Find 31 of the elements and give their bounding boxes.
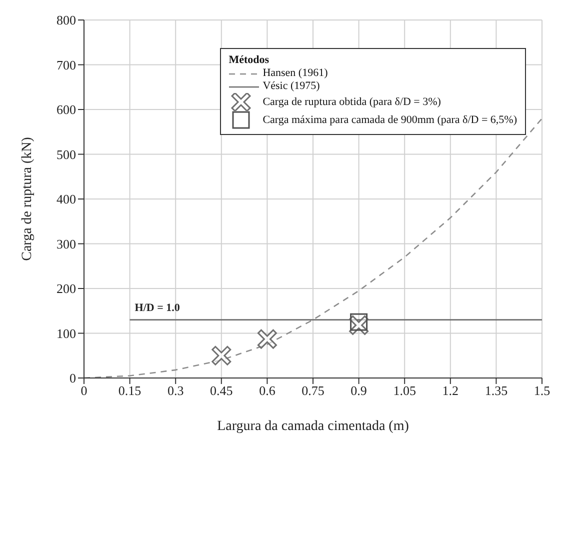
x-tick-label: 0.75 bbox=[302, 383, 324, 398]
point bbox=[350, 313, 368, 331]
x-tick-label: 1.35 bbox=[484, 383, 508, 398]
x-tick-label: 0.9 bbox=[350, 383, 367, 398]
x-tick-label: 1.5 bbox=[534, 383, 550, 398]
annotation: H/D = 1.0 bbox=[134, 302, 180, 314]
y-tick-label: 800 bbox=[56, 12, 76, 28]
x-axis-title: Largura da camada cimentada (m) bbox=[217, 418, 410, 434]
x-tick-label: 0.3 bbox=[167, 383, 184, 398]
legend-label: Vésic (1975) bbox=[262, 80, 320, 93]
y-tick-label: 0 bbox=[70, 370, 76, 386]
y-axis-title: Carga de ruptura (kN) bbox=[20, 136, 35, 261]
y-tick-label: 100 bbox=[56, 326, 76, 341]
x-tick-label: 1.05 bbox=[393, 383, 416, 398]
point bbox=[257, 329, 277, 349]
y-tick-label: 400 bbox=[56, 192, 76, 207]
legend-title: Métodos bbox=[228, 54, 270, 67]
y-tick-label: 500 bbox=[56, 146, 76, 162]
point bbox=[212, 346, 232, 366]
x-tick-label: 0 bbox=[80, 383, 88, 398]
legend-label: Carga de ruptura obtida (para δ/D = 3%) bbox=[262, 96, 441, 108]
x-tick-label: 0.15 bbox=[118, 383, 142, 398]
x-tick-label: 0.6 bbox=[259, 383, 276, 398]
legend-label: Carga máxima para camada de 900mm (para δ/D = 6,5%) bbox=[262, 114, 517, 126]
y-tick-label: 700 bbox=[56, 57, 76, 72]
x-tick-label: 1.2 bbox=[442, 383, 459, 398]
legend-label: Hansen (1961) bbox=[262, 67, 328, 80]
y-tick-label: 200 bbox=[56, 281, 76, 296]
x-tick-label: 0.45 bbox=[210, 383, 233, 398]
y-tick-label: 600 bbox=[56, 102, 76, 118]
y-tick-label: 300 bbox=[56, 236, 76, 252]
